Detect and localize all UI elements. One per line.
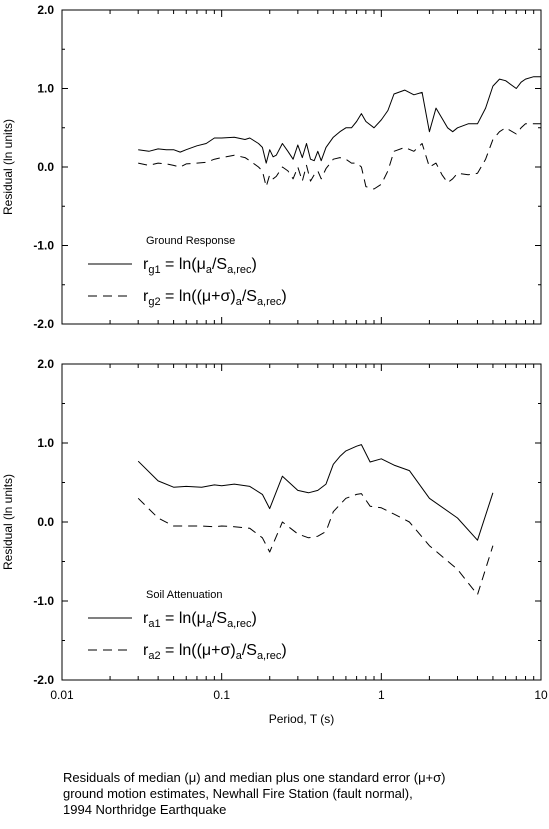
y-tick-label: 1.0 <box>37 82 54 96</box>
y-tick-label: -1.0 <box>33 594 54 608</box>
series-line-dashed <box>138 123 541 190</box>
y-tick-label: -1.0 <box>33 239 54 253</box>
caption-line-2: ground motion estimates, Newhall Fire St… <box>63 786 413 801</box>
x-tick-label: 10 <box>534 688 548 702</box>
x-tick-label: 1 <box>378 688 385 702</box>
legend-title: Soil Attenuation <box>146 589 222 601</box>
y-tick-label: 2.0 <box>37 357 54 371</box>
y-tick-label: 1.0 <box>37 436 54 450</box>
x-tick-label: 0.01 <box>50 688 74 702</box>
legend-label: rg2 = ln((μ+σ)a/Sa,rec) <box>143 288 287 308</box>
legend-label: rg1 = ln(μa/Sa,rec) <box>143 256 257 276</box>
figure-caption: Residuals of median (μ) and median plus … <box>63 770 446 818</box>
series-line-solid <box>138 76 541 164</box>
y-axis-label: Residual (ln units) <box>1 474 15 570</box>
x-axis-label: Period, T (s) <box>269 712 335 726</box>
series-line-dashed <box>137 493 494 596</box>
y-tick-label: 0.0 <box>37 515 54 529</box>
soil-attenuation-panel: 2.0 1.0 0.0 -1.0 -2.00.01 0.1 1 10 Residual (ln … <box>1 357 548 726</box>
y-tick-label: 0.0 <box>37 160 54 174</box>
y-axis-label: Residual (ln units) <box>1 119 15 215</box>
series-line-solid <box>137 444 494 541</box>
y-tick-label: -2.0 <box>33 673 54 687</box>
ground-response-panel: 2.0 1.0 0.0 -1.0 -2.0 Residual (ln units) Grou… <box>1 3 542 331</box>
caption-line-3: 1994 Northridge Earthquake <box>63 802 227 817</box>
legend-label: ra1 = ln(μa/Sa,rec) <box>143 610 257 630</box>
legend-label: ra2 = ln((μ+σ)a/Sa,rec) <box>143 642 287 662</box>
plot-frame <box>61 9 542 325</box>
legend-title: Ground Response <box>146 235 235 247</box>
x-tick-label: 0.1 <box>213 688 230 702</box>
caption-line-1: Residuals of median (μ) and median plus … <box>63 770 446 785</box>
y-tick-label: -2.0 <box>33 317 54 331</box>
y-tick-label: 2.0 <box>37 3 54 17</box>
plot-frame <box>61 363 542 681</box>
